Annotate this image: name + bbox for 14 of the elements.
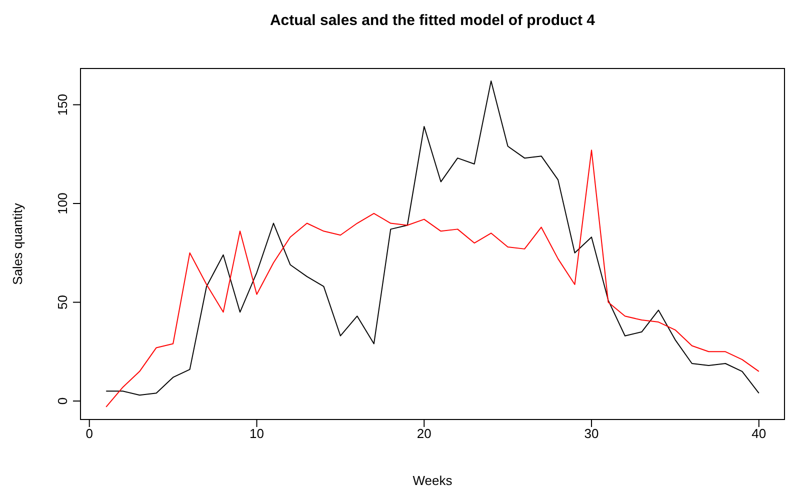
x-tick-label: 20 [416,426,432,442]
x-axis-title: Weeks [412,473,454,488]
line-series [106,150,760,408]
x-tick-label: 40 [752,426,766,442]
chart-title: Actual sales and the fitted model of product 4 [268,12,596,29]
y-tick-label: 50 [55,295,70,310]
x-tick-label: 0 [86,426,93,442]
y-axis-title: Sales quantity [9,202,26,287]
y-tick-label: 100 [55,192,70,214]
x-tick-label: 30 [584,426,599,442]
y-tick-label: 150 [55,94,70,116]
x-tick-label: 10 [250,426,264,442]
y-tick-label: 0 [55,397,70,405]
line-series [106,80,760,396]
